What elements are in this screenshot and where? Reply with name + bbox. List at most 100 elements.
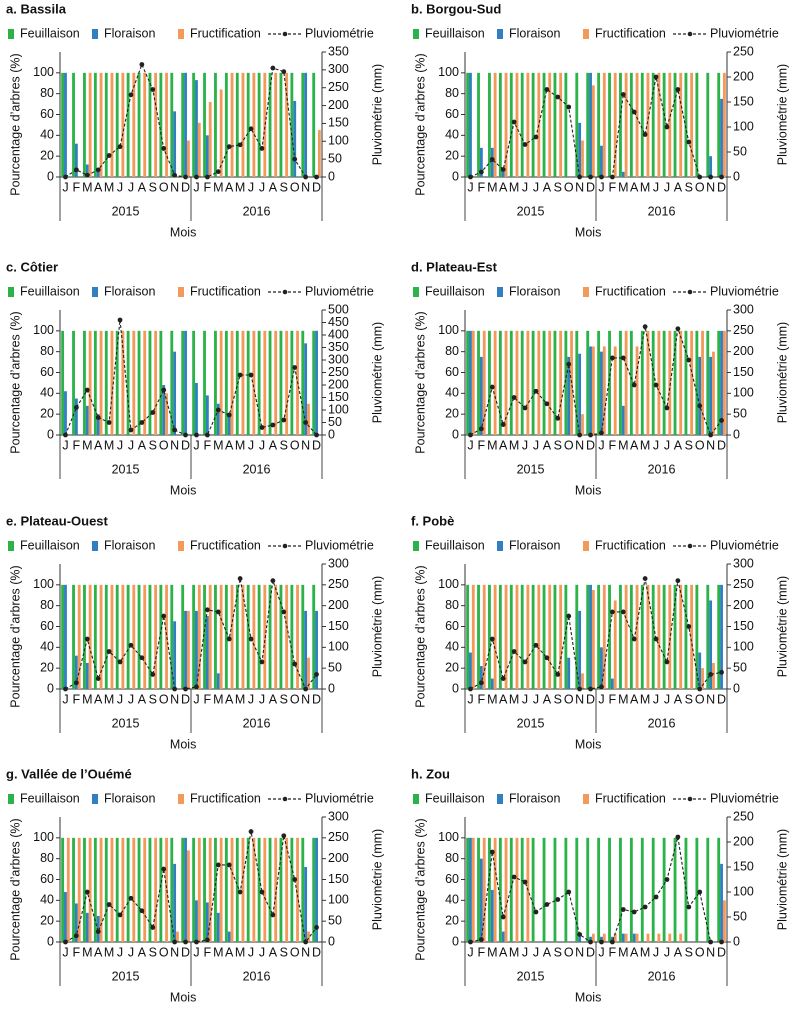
rain-point [577, 174, 583, 180]
legend-swatch [583, 287, 589, 297]
rain-point [281, 69, 287, 75]
bar [279, 72, 283, 177]
x-tick-label: M [618, 180, 628, 194]
bar [498, 330, 502, 435]
bar [548, 330, 552, 435]
rain-point [194, 432, 199, 438]
rain-point [631, 909, 637, 915]
bar [96, 414, 100, 435]
bar [296, 837, 299, 942]
bar [214, 837, 217, 942]
panel: d. Plateau-Est Feuillaison Floraison Fructi… [411, 259, 789, 497]
bar [83, 72, 86, 177]
legend-label: Fructification [595, 791, 666, 805]
bar [515, 330, 519, 435]
rain-point [708, 672, 714, 677]
x-tick-label: F [478, 438, 486, 452]
bar [602, 72, 606, 177]
legend-swatch [497, 29, 503, 39]
bar [61, 837, 65, 942]
x-tick-label: O [564, 180, 574, 194]
bar [263, 330, 267, 435]
x-tick-label: A [630, 180, 639, 194]
bar [312, 72, 316, 177]
bar [488, 584, 491, 689]
rain-point [478, 680, 484, 686]
rain-point [719, 939, 724, 945]
bar [498, 72, 502, 177]
x-tick-label: J [62, 438, 68, 452]
rain-point [478, 169, 484, 175]
bar [504, 837, 508, 942]
bar [717, 330, 721, 435]
bar [531, 330, 535, 435]
x-tick-label: A [269, 692, 278, 706]
legend-label: Feuillaison [425, 791, 485, 805]
y2-tick-label: 300 [328, 556, 349, 570]
bar [195, 80, 198, 177]
y2-tick-label: 100 [328, 893, 349, 907]
rain-point [161, 866, 167, 872]
y2-axis-label: Pluviométrie (mm) [775, 322, 789, 423]
y2-tick-label: 150 [733, 619, 754, 633]
bar [629, 72, 633, 177]
bar [74, 655, 78, 689]
bar [205, 902, 209, 942]
rain-point [303, 939, 309, 945]
x-tick-label: A [269, 945, 278, 959]
rain-point [63, 939, 68, 945]
bar [197, 122, 201, 177]
bar [542, 330, 546, 435]
rain-point [478, 426, 484, 432]
x-tick-label: A [138, 438, 147, 452]
x-tick-label: D [312, 692, 321, 706]
rain-point [555, 897, 561, 902]
x-group-label: 2016 [648, 462, 676, 476]
rain-point [73, 680, 79, 686]
x-group-label: 2015 [112, 204, 140, 218]
rain-point [675, 87, 681, 92]
bar [214, 72, 217, 177]
y2-tick-label: 50 [328, 913, 342, 927]
bar [602, 346, 606, 435]
legend-swatch [92, 794, 98, 804]
rain-point [468, 432, 473, 438]
rain-point [489, 636, 495, 642]
bar [159, 584, 163, 689]
x-tick-label: J [664, 438, 670, 452]
bar [230, 837, 234, 942]
bar [619, 72, 622, 177]
bar [610, 936, 614, 942]
rain-point [577, 686, 583, 692]
bar [619, 837, 622, 942]
bar [581, 140, 584, 177]
bar [181, 584, 185, 689]
bar [301, 330, 305, 435]
y-tick-label: 20 [445, 148, 459, 162]
legend-label: Feuillaison [425, 26, 485, 40]
rain-line [65, 578, 317, 691]
bar [208, 837, 212, 942]
bar [293, 100, 297, 177]
panel: b. Borgou-Sud Feuillaison Floraison Fructif… [411, 1, 789, 239]
rain-point [226, 862, 232, 868]
rain-point [555, 415, 561, 421]
bar [679, 330, 683, 435]
y-tick-label: 60 [40, 107, 54, 121]
bar [559, 72, 563, 177]
x-tick-label: M [618, 945, 628, 959]
x-tick-label: N [575, 438, 584, 452]
rain-line [470, 578, 722, 691]
x-axis-label: Mois [575, 737, 601, 751]
legend-marker [687, 543, 693, 549]
y2-tick-label: 200 [328, 598, 349, 612]
rain-point [314, 672, 319, 677]
legend-swatch [413, 29, 419, 39]
bar [219, 837, 223, 942]
bar [99, 584, 103, 689]
bar [184, 837, 187, 942]
y2-tick-label: 350 [328, 44, 349, 58]
bar [93, 72, 97, 177]
bar [548, 72, 552, 177]
bar [657, 72, 661, 177]
